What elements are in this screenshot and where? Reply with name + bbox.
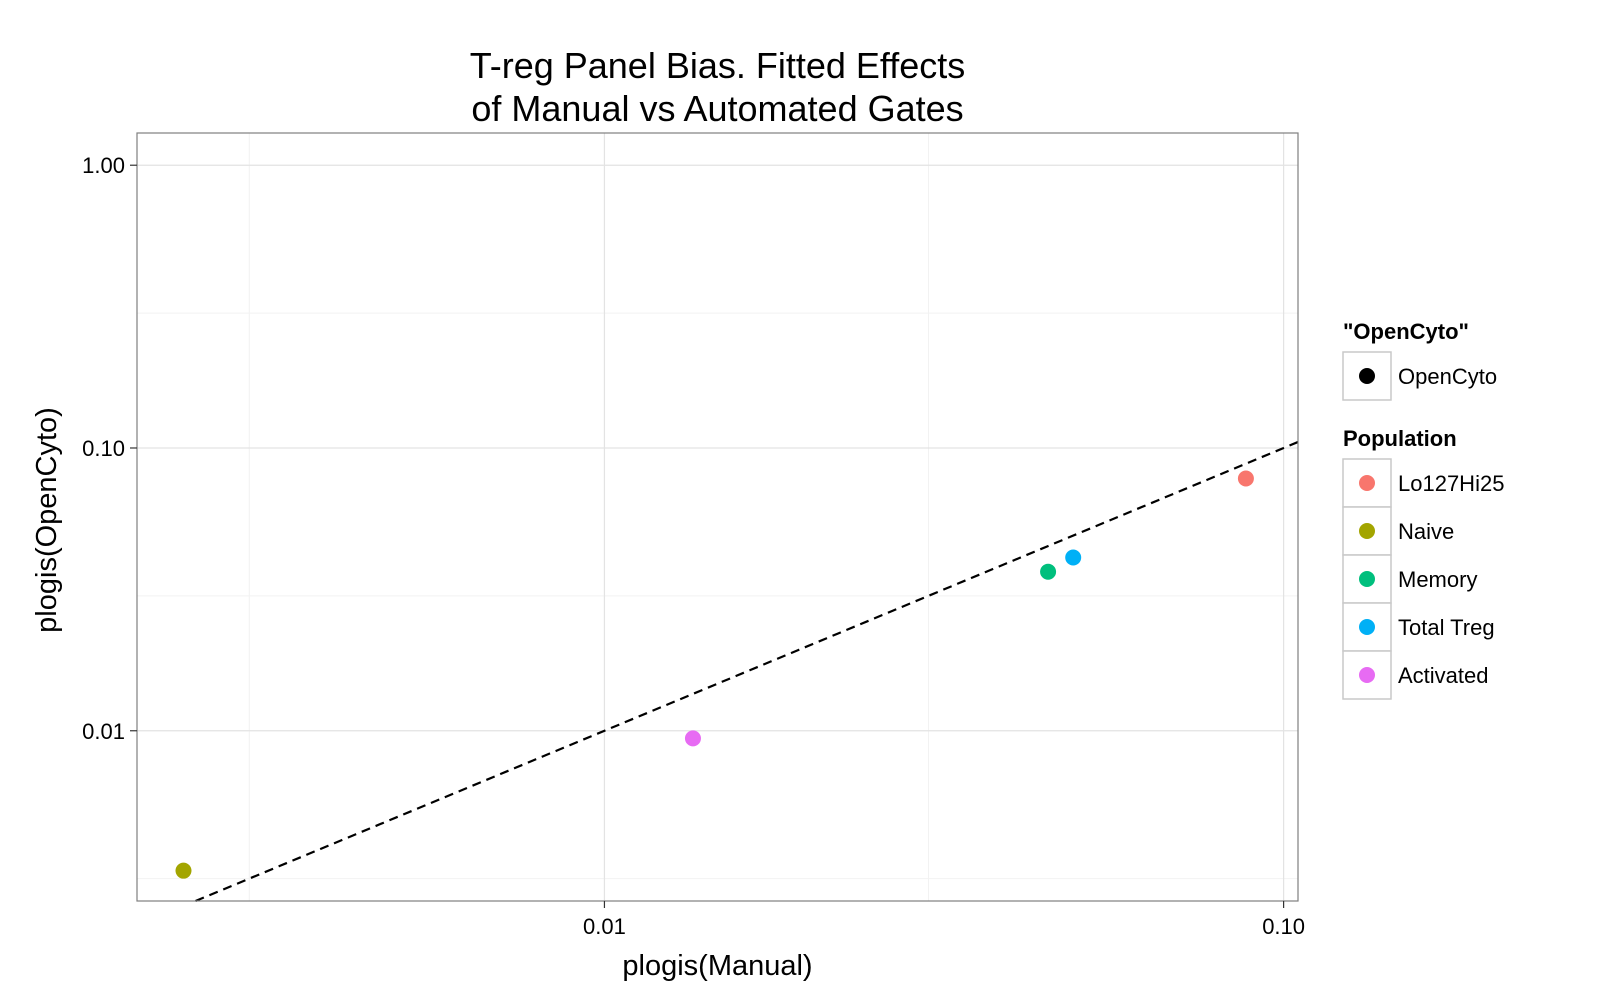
legend-key-point <box>1359 667 1375 683</box>
legend-entry-label: Lo127Hi25 <box>1398 471 1504 496</box>
legend: "OpenCyto" OpenCyto Population Lo127Hi25 Nai… <box>1342 319 1504 700</box>
x-tick-label: 0.10 <box>1262 914 1305 939</box>
legend-key-point <box>1359 475 1375 491</box>
y-axis: 0.01 0.10 1.00 <box>82 153 137 744</box>
x-tick-label: 0.01 <box>583 914 626 939</box>
plot-panel <box>137 133 1298 901</box>
legend-key-point <box>1359 619 1375 635</box>
y-tick-label: 0.01 <box>82 719 125 744</box>
plot-panel-border <box>136 132 1299 902</box>
x-axis-title: plogis(Manual) <box>622 950 812 982</box>
legend-title: "OpenCyto" <box>1343 319 1469 344</box>
legend-entry-label: Memory <box>1398 567 1477 592</box>
y-tick-label: 1.00 <box>82 153 125 178</box>
legend-title: Population <box>1343 426 1457 451</box>
data-point-total-treg <box>1065 549 1082 566</box>
x-axis: 0.01 0.10 <box>583 901 1305 939</box>
data-point-activated <box>684 730 701 747</box>
y-tick-label: 0.10 <box>82 436 125 461</box>
legend-key-point <box>1359 571 1375 587</box>
y-axis-title: plogis(OpenCyto) <box>31 407 63 633</box>
reference-line <box>195 440 1299 903</box>
data-point-lo127hi25 <box>1237 470 1254 487</box>
data-points <box>175 470 1254 879</box>
identity-line <box>195 440 1299 903</box>
chart-title-line: T-reg Panel Bias. Fitted Effects <box>470 45 966 86</box>
legend-entry-label: Activated <box>1398 663 1489 688</box>
data-point-naive <box>175 862 192 879</box>
legend-entry-label: OpenCyto <box>1398 364 1497 389</box>
chart-title-line: of Manual vs Automated Gates <box>471 88 963 129</box>
legend-entry-label: Naive <box>1398 519 1454 544</box>
legend-entry-label: Total Treg <box>1398 615 1495 640</box>
data-point-memory <box>1040 563 1057 580</box>
legend-key-point <box>1359 368 1375 384</box>
legend-key-point <box>1359 523 1375 539</box>
grid-lines <box>137 133 1298 901</box>
